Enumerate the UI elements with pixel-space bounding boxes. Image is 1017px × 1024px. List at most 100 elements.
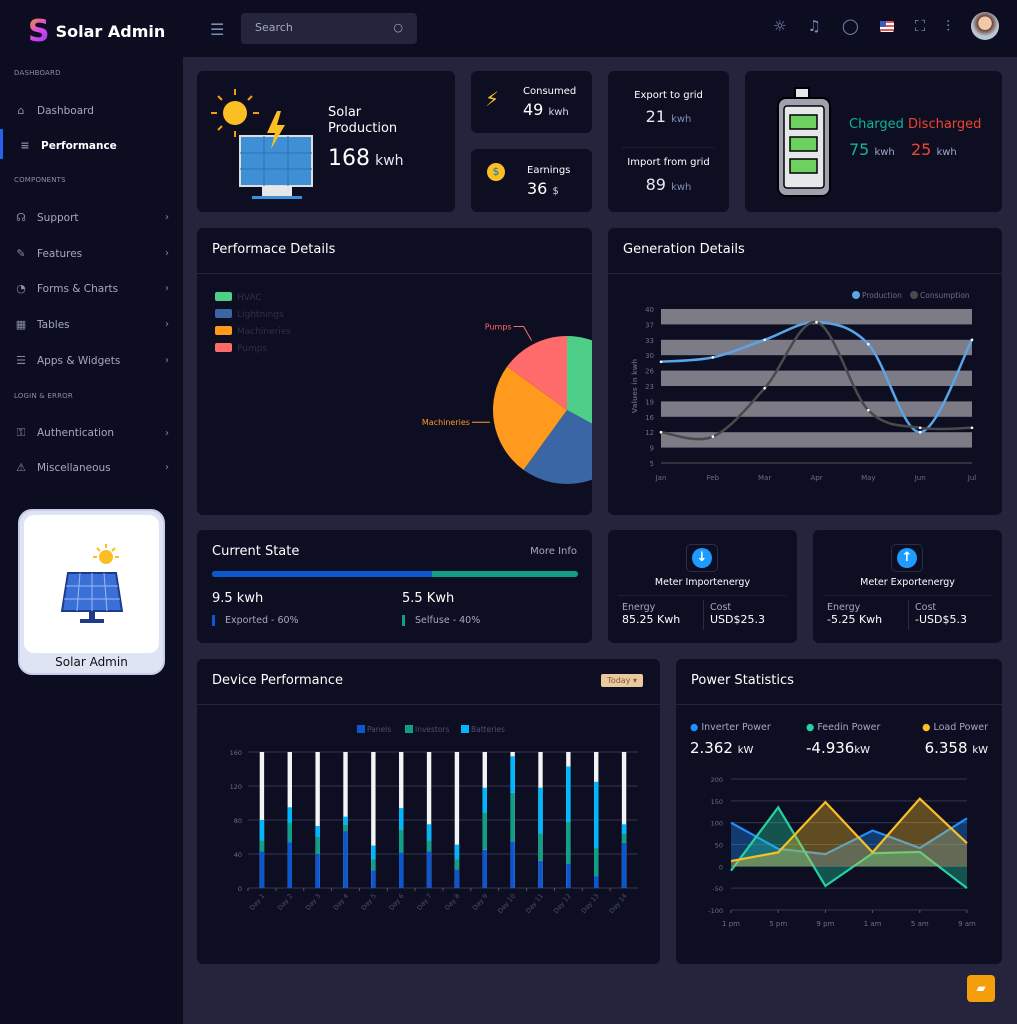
exported-value: 9.5 kwh xyxy=(212,591,264,606)
scroll-top-button[interactable]: ▰ xyxy=(967,975,995,1002)
cost-label: Cost xyxy=(710,602,732,613)
sidebar-item-dashboard[interactable]: ⌂ Dashboard xyxy=(14,104,169,117)
slice-label: Machineries xyxy=(422,418,470,427)
sidebar-item-miscellaneous[interactable]: ⚠ Miscellaneous › xyxy=(14,461,169,474)
pie-slice-hvac xyxy=(567,336,592,424)
sidebar-item-tables[interactable]: ▦ Tables › xyxy=(14,318,169,331)
y-tick-label: 5 xyxy=(650,460,654,468)
divider xyxy=(618,595,787,596)
device-performance-card: Device Performance Today ▾ 0 40 80 120 160 Da… xyxy=(197,659,660,964)
grid-card: Export to grid 21 kwh Import from grid 8… xyxy=(608,71,729,212)
pie-slice-lightnings xyxy=(523,410,592,484)
earnings-card: $ Earnings 36 $ xyxy=(471,149,592,212)
edit-icon: ✎ xyxy=(16,247,26,260)
legend-marker xyxy=(852,291,860,299)
meter-title: Meter Exportenergy xyxy=(860,577,955,588)
energy-block: Energy 85.25 Kwh xyxy=(622,602,680,626)
y-tick-label: 37 xyxy=(645,321,654,329)
data-point xyxy=(970,338,974,342)
data-point xyxy=(659,430,663,434)
card-title: Power Statistics xyxy=(691,673,794,688)
sidebar-item-forms-charts[interactable]: ◔ Forms & Charts › xyxy=(14,282,169,295)
section-components: COMPONENTS xyxy=(14,176,66,184)
label: Apps & Widgets xyxy=(37,354,121,367)
legend-label: Investors xyxy=(415,725,450,734)
bar-batteries xyxy=(287,807,292,823)
bar-panels xyxy=(510,841,515,888)
export-value: 21 kwh xyxy=(608,107,729,126)
x-tick-label: Day 12 xyxy=(552,892,573,915)
search-input[interactable]: Search ○ xyxy=(241,13,417,44)
x-tick-label: 5 am xyxy=(911,920,929,928)
more-info-link[interactable]: More Info xyxy=(530,546,577,557)
y-tick-label: 120 xyxy=(230,783,242,791)
bar-investors xyxy=(259,840,265,852)
bar-investors xyxy=(371,859,376,871)
fullscreen-icon[interactable]: ⛶ xyxy=(914,17,926,35)
bar-batteries xyxy=(315,825,320,837)
sidebar-item-apps-widgets[interactable]: ☰ Apps & Widgets › xyxy=(14,354,169,367)
sidebar-item-features[interactable]: ✎ Features › xyxy=(14,247,169,260)
chat-icon[interactable]: ◯ xyxy=(841,17,859,35)
feedin-stat: ● Feedin Power -4.936kW xyxy=(806,722,880,757)
bar-background xyxy=(621,752,627,888)
unit: kwh xyxy=(671,182,692,193)
x-tick-label: Day 3 xyxy=(304,892,322,912)
area-inverter-power xyxy=(731,818,967,867)
x-tick-label: Jul xyxy=(967,474,977,482)
bar-panels xyxy=(621,842,627,888)
sliders-icon[interactable]: ⫶ xyxy=(946,17,950,35)
bar-investors xyxy=(399,829,404,853)
data-point xyxy=(918,430,922,434)
bar-panels xyxy=(343,831,348,888)
selfuse-value: 5.5 Kwh xyxy=(402,591,455,606)
bar-panels xyxy=(566,863,571,888)
stat-unit: kW xyxy=(737,745,754,756)
chevron-down-icon: ▾ xyxy=(632,676,637,685)
exported-label: Exported - 60% xyxy=(212,615,299,626)
us-flag-icon[interactable] xyxy=(879,20,894,32)
bar-investors xyxy=(510,792,515,842)
data-point xyxy=(659,360,663,364)
energy-value: 85.25 Kwh xyxy=(622,613,681,626)
bar-investors xyxy=(343,824,348,832)
bar-background xyxy=(315,752,320,888)
y-tick-label: 40 xyxy=(645,306,654,314)
divider xyxy=(823,595,992,596)
power-statistics-card: Power Statistics ● Inverter Power 2.362 k… xyxy=(676,659,1002,964)
label: Authentication xyxy=(37,427,115,439)
sidebar-item-support[interactable]: ☊ Support › xyxy=(14,211,169,224)
unit: kwh xyxy=(936,147,957,158)
sidebar-item-authentication[interactable]: ⚿ Authentication › xyxy=(14,426,169,440)
sun-icon[interactable]: ☼ xyxy=(773,17,787,35)
performance-details-card: Performace Details HVAC Lightnings Machine… xyxy=(197,228,592,515)
logo-mark: S xyxy=(28,14,50,49)
grid-band xyxy=(661,432,972,448)
chevron-right-icon: › xyxy=(165,283,169,294)
y-tick-label: 19 xyxy=(645,398,654,406)
y-tick-label: 0 xyxy=(238,885,242,893)
divider xyxy=(676,704,1002,705)
y-tick-label: -100 xyxy=(708,907,723,915)
avatar[interactable] xyxy=(971,12,999,40)
line-inverter-power xyxy=(730,817,968,856)
bar-background xyxy=(371,752,376,888)
unit: kwh xyxy=(375,153,404,169)
logo[interactable]: S Solar Admin xyxy=(28,14,165,49)
promo-card[interactable]: Solar Admin xyxy=(18,509,165,675)
consumed-card: ⚡ Consumed 49 kwh xyxy=(471,71,592,133)
value: 168 xyxy=(328,146,370,171)
earnings-label: Earnings xyxy=(527,165,571,176)
bar-batteries xyxy=(343,816,348,825)
period-dropdown[interactable]: Today ▾ xyxy=(601,674,643,687)
list-icon: ≡ xyxy=(20,139,30,152)
export-label: Export to grid xyxy=(634,90,703,101)
stat-unit: kW xyxy=(972,745,988,756)
x-tick-label: Day 4 xyxy=(332,892,350,912)
cost-value: USD$25.3 xyxy=(710,613,765,626)
arrow-down-icon: ↓ xyxy=(686,544,718,572)
sidebar-item-performance[interactable]: ≡ Performance xyxy=(18,139,173,152)
bar-background xyxy=(426,752,432,888)
hamburger-menu-icon[interactable]: ☰ xyxy=(210,20,225,39)
bell-icon[interactable]: ♫ xyxy=(807,17,821,35)
